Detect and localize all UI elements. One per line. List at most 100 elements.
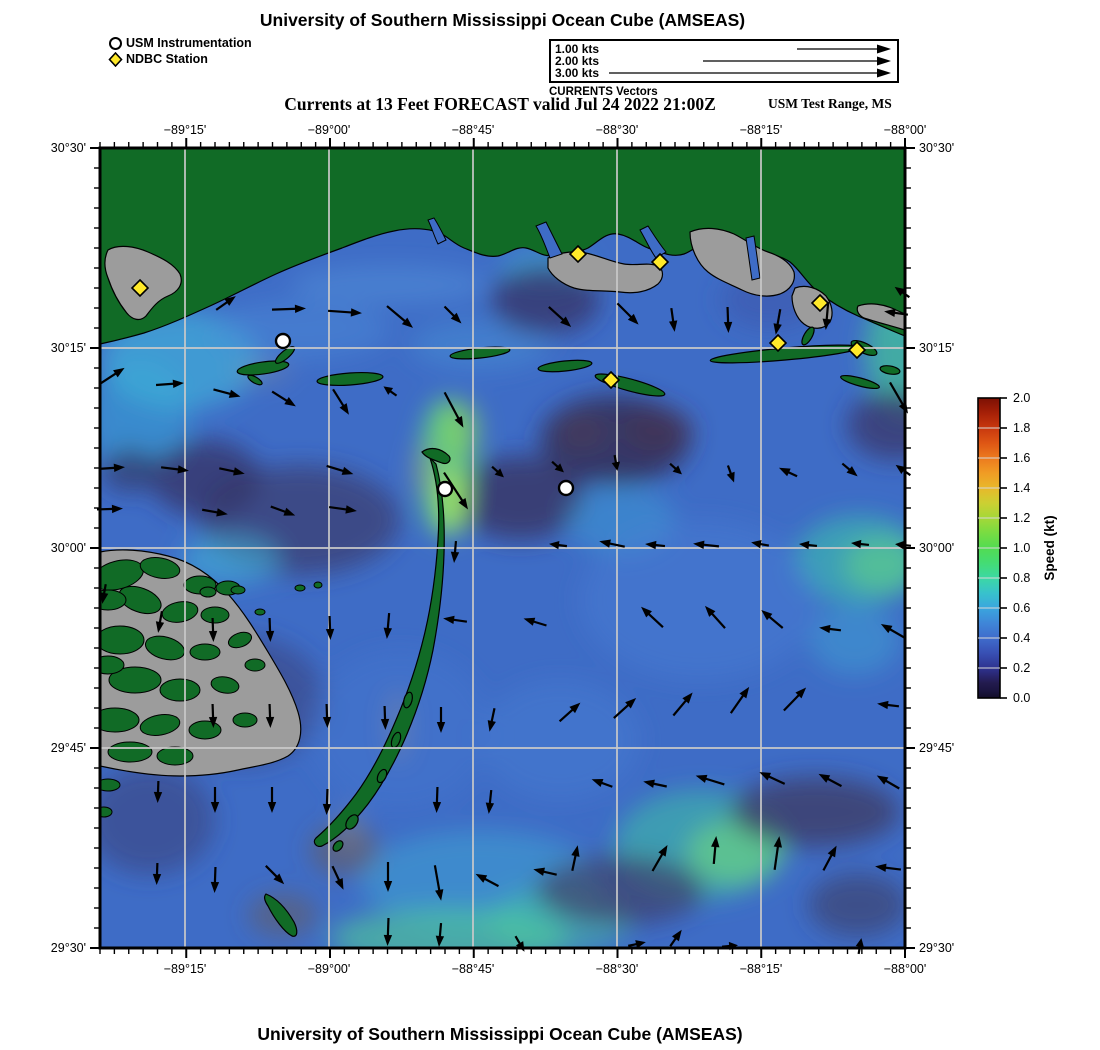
current-vector [611,454,620,471]
current-vector [783,687,807,712]
colorbar-tick-label: 0.2 [1013,661,1030,675]
speed-blob [480,680,640,800]
axis-tick-label-right: 30°00' [919,541,954,555]
vector-scale-label-3: 3.00 kts [555,66,600,80]
colorbar-tick-label: 0.8 [1013,571,1030,585]
colorbar-title: Speed (kt) [1042,515,1057,580]
vector-scale-arrow [797,44,891,54]
legend-label-usm: USM Instrumentation [126,36,252,50]
current-vector [270,505,296,516]
current-vector [383,612,393,639]
axis-tick-label-top: −88°00' [884,123,927,137]
map-frame [98,146,907,950]
axis-tick-label-left: 30°00' [51,541,86,555]
usm-instrument-marker [557,479,575,497]
current-vector [571,845,580,871]
current-vector [645,540,666,550]
current-vector [160,465,189,474]
colorbar-tick-label: 1.4 [1013,481,1030,495]
current-vector [533,867,557,876]
cat-island [236,360,290,376]
colorbar: 0.0 0.2 0.4 0.6 0.8 1.0 1.2 1.4 1.6 1.8 2.0 Speed (… [977,391,1057,705]
vector-scale-arrows [609,44,891,78]
colorbar-tick-label: 1.8 [1013,421,1030,435]
current-vector [98,463,125,473]
current-vector [751,540,770,549]
axis-tick-label-bottom: −89°15' [164,962,207,976]
map-border [98,146,907,950]
current-vector [491,465,504,478]
axis-tick-label-bottom: −88°00' [884,962,927,976]
axis-tick-label-top: −88°15' [740,123,783,137]
chandeleur-islands [264,447,451,937]
speed-blob [290,265,490,305]
current-vector [153,780,163,803]
axis-tick-label-right: 30°30' [919,141,954,155]
current-vector [558,702,581,723]
forecast-subtitle: Currents at 13 Feet FORECAST valid Jul 2… [284,94,716,114]
current-vector [485,789,495,814]
current-vector [443,615,468,625]
current-vector [219,467,245,476]
speed-blob [808,873,905,937]
current-vector [322,788,332,815]
current-vector [627,940,646,949]
current-vector [759,772,786,785]
current-vector [723,306,733,333]
vector-scale-label-1: 1.00 kts [555,42,600,56]
current-vector [819,624,842,634]
current-vector [267,787,277,813]
current-vector [443,305,462,324]
current-vector [672,692,693,717]
speed-blob [102,448,158,492]
speed-blob [535,855,705,925]
legend-item-ndbc: NDBC Station [108,51,252,67]
axis-tick-label-left: 30°30' [51,141,86,155]
ndbc-station-marker [130,278,150,298]
current-vector [327,308,362,317]
current-vector [761,610,784,629]
current-vector [729,686,750,714]
speed-blob [622,408,694,452]
current-vector [822,301,831,330]
ndbc-station-marker [810,293,830,313]
current-vector [322,703,332,728]
current-vector [328,505,357,514]
current-vector [487,708,496,732]
current-vector [271,304,306,313]
current-vector [876,775,900,790]
current-vector [326,464,354,475]
ndbc-station-marker [847,340,867,360]
current-vector [100,583,109,604]
ship-island-west [316,371,384,387]
legend-label-ndbc: NDBC Station [126,52,208,66]
colorbar-tick-label: 1.0 [1013,541,1030,555]
current-vector [778,467,798,478]
current-vector [383,862,393,892]
current-vector [599,539,625,548]
colorbar-tick-label: 0.0 [1013,691,1030,705]
current-vector [450,540,460,563]
current-vector [643,779,667,788]
current-vector [383,386,398,397]
barrier-islands [236,326,901,397]
current-vector [726,465,735,483]
current-vector [773,309,782,335]
colorbar-tick-label: 0.4 [1013,631,1030,645]
current-vector [523,617,547,627]
current-vector [386,305,414,328]
vector-scale-label-2: 2.00 kts [555,54,600,68]
axis-tick-label-bottom: −88°45' [452,962,495,976]
current-vector [669,929,682,947]
usm-circle-icon [109,36,122,50]
colorbar-tick-label: 1.2 [1013,511,1030,525]
current-vector [880,624,906,639]
current-vector [383,917,393,946]
current-vector [208,617,218,642]
speed-blob [210,300,390,360]
current-vector [152,862,162,885]
speed-blob [844,537,905,593]
current-vector [548,306,572,328]
speed-blob [410,320,550,370]
